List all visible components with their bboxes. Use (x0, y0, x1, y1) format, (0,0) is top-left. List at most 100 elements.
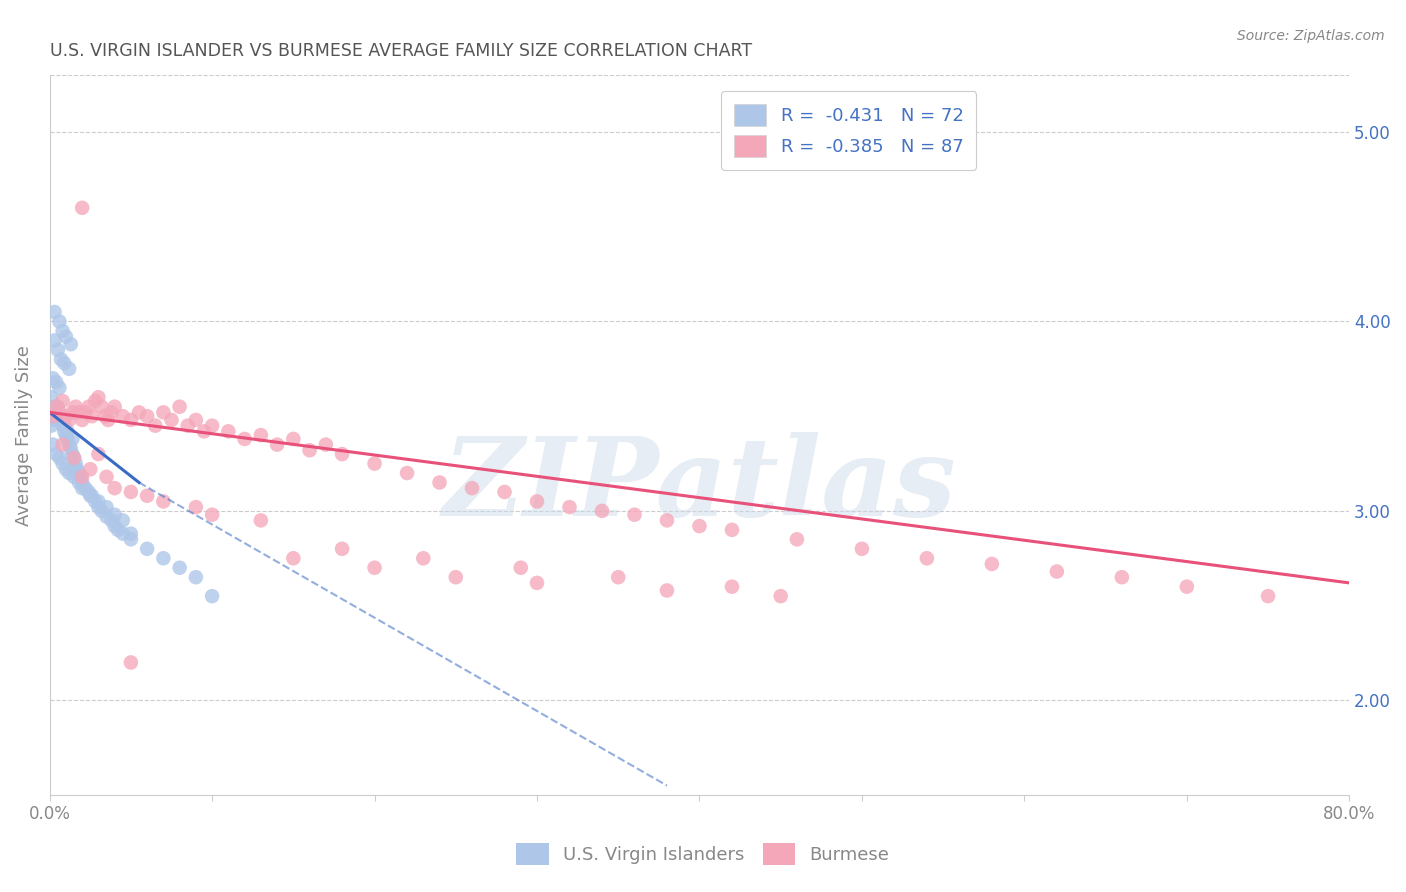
Point (107, 523, 129, 537)
Point (494, 485, 516, 500)
Point (143, 418, 166, 433)
Point (55, 428, 77, 442)
Point (49, 352, 72, 367)
Point (655, 583, 678, 598)
Point (786, 533, 808, 547)
Point (39, 390, 62, 404)
Point (217, 425, 239, 439)
Point (45, 447, 67, 461)
Point (1257, 589, 1279, 603)
Point (100, 405, 122, 419)
Point (70, 475, 93, 490)
Point (169, 560, 191, 574)
Point (53, 418, 76, 433)
Point (526, 575, 548, 590)
Point (46, 409, 69, 424)
Point (444, 570, 467, 584)
Point (152, 405, 174, 419)
Point (136, 409, 159, 424)
Point (120, 485, 142, 500)
Point (80, 409, 103, 424)
Legend: R =  -0.431   N = 72, R =  -0.385   N = 87: R = -0.431 N = 72, R = -0.385 N = 87 (721, 92, 976, 169)
Point (111, 513, 134, 527)
Point (721, 523, 744, 537)
Point (66, 462, 89, 476)
Point (120, 526, 142, 541)
Point (201, 589, 224, 603)
Point (52, 324, 75, 338)
Point (97, 413, 120, 427)
Point (42, 409, 65, 424)
Point (201, 508, 224, 522)
Point (298, 443, 321, 458)
Point (48, 405, 70, 419)
Point (53, 425, 76, 439)
Point (59, 442, 82, 456)
Point (56, 432, 79, 446)
Point (980, 557, 1002, 571)
Point (283, 432, 305, 446)
Point (87, 500, 110, 515)
Point (45, 400, 67, 414)
Point (120, 533, 142, 547)
Point (70, 201, 93, 215)
Point (120, 656, 142, 670)
Text: Source: ZipAtlas.com: Source: ZipAtlas.com (1237, 29, 1385, 43)
Point (87, 390, 110, 404)
Point (363, 457, 385, 471)
Point (655, 513, 678, 527)
Point (526, 494, 548, 508)
Point (851, 541, 873, 556)
Point (69, 470, 91, 484)
Point (169, 400, 191, 414)
Point (184, 500, 207, 515)
Point (63, 470, 86, 484)
Point (607, 570, 630, 584)
Point (396, 466, 419, 480)
Point (558, 500, 581, 515)
Point (201, 418, 224, 433)
Point (58, 466, 80, 480)
Point (48, 381, 70, 395)
Point (250, 513, 273, 527)
Point (84, 494, 107, 508)
Point (58, 413, 80, 427)
Point (283, 551, 305, 566)
Point (49, 413, 72, 427)
Point (67, 466, 90, 480)
Point (90, 504, 112, 518)
Point (688, 519, 710, 533)
Point (63, 450, 86, 465)
Point (52, 394, 75, 409)
Point (44, 413, 66, 427)
Point (233, 432, 256, 446)
Point (62, 405, 84, 419)
Point (46, 343, 69, 357)
Text: U.S. VIRGIN ISLANDER VS BURMESE AVERAGE FAMILY SIZE CORRELATION CHART: U.S. VIRGIN ISLANDER VS BURMESE AVERAGE … (49, 42, 752, 60)
Y-axis label: Average Family Size: Average Family Size (15, 344, 32, 525)
Point (62, 447, 84, 461)
Point (1111, 570, 1133, 584)
Point (48, 314, 70, 328)
Point (75, 405, 97, 419)
Point (70, 470, 93, 484)
Point (80, 489, 103, 503)
Point (87, 494, 110, 508)
Point (94, 409, 117, 424)
Point (184, 413, 207, 427)
Point (46, 400, 69, 414)
Point (1046, 565, 1069, 579)
Point (104, 400, 127, 414)
Point (63, 450, 86, 465)
Text: ZIPatlas: ZIPatlas (443, 432, 956, 540)
Point (104, 519, 127, 533)
Point (52, 418, 75, 433)
Point (769, 589, 792, 603)
Point (67, 405, 90, 419)
Point (623, 508, 645, 522)
Legend: U.S. Virgin Islanders, Burmese: U.S. Virgin Islanders, Burmese (509, 836, 897, 872)
Point (79, 462, 101, 476)
Point (96, 509, 118, 524)
Point (591, 504, 613, 518)
Point (70, 413, 93, 427)
